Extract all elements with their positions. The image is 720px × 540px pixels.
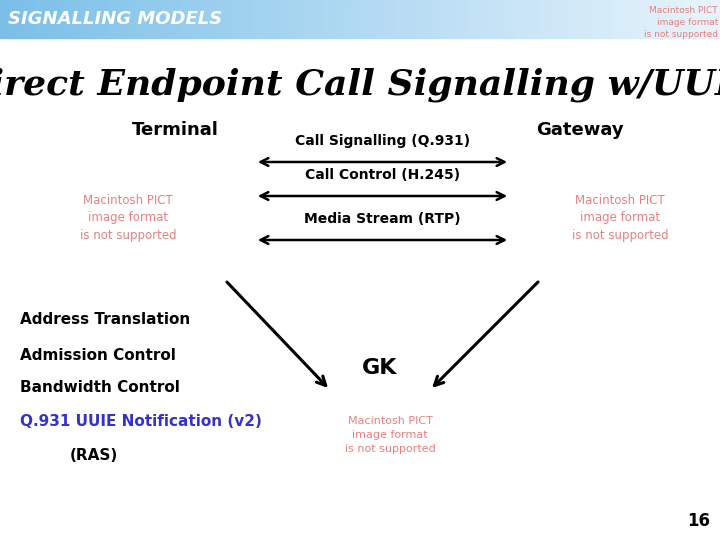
- Bar: [234, 0, 244, 38]
- Bar: [36, 0, 46, 38]
- Bar: [351, 0, 361, 38]
- Bar: [378, 0, 388, 38]
- Bar: [72, 0, 82, 38]
- Bar: [360, 0, 370, 38]
- Text: 16: 16: [687, 512, 710, 530]
- Bar: [243, 0, 253, 38]
- Bar: [306, 0, 316, 38]
- Bar: [540, 0, 550, 38]
- Bar: [612, 0, 622, 38]
- Bar: [423, 0, 433, 38]
- Bar: [675, 0, 685, 38]
- Bar: [558, 0, 568, 38]
- Bar: [522, 0, 532, 38]
- Text: Macintosh PICT
image format
is not supported: Macintosh PICT image format is not suppo…: [572, 193, 668, 242]
- Bar: [180, 0, 190, 38]
- Bar: [387, 0, 397, 38]
- Text: Gateway: Gateway: [536, 121, 624, 139]
- Bar: [369, 0, 379, 38]
- Bar: [261, 0, 271, 38]
- Text: Q.931 UUIE Notification (v2): Q.931 UUIE Notification (v2): [20, 415, 262, 429]
- Bar: [513, 0, 523, 38]
- Bar: [270, 0, 280, 38]
- Text: GK: GK: [362, 358, 397, 378]
- Bar: [648, 0, 658, 38]
- Bar: [621, 0, 631, 38]
- Bar: [162, 0, 172, 38]
- Bar: [333, 0, 343, 38]
- Bar: [153, 0, 163, 38]
- Bar: [585, 0, 595, 38]
- Bar: [18, 0, 28, 38]
- Bar: [135, 0, 145, 38]
- Bar: [639, 0, 649, 38]
- Bar: [594, 0, 604, 38]
- Bar: [27, 0, 37, 38]
- Bar: [531, 0, 541, 38]
- Text: Address Translation: Address Translation: [20, 313, 190, 327]
- Bar: [477, 0, 487, 38]
- Bar: [657, 0, 667, 38]
- Bar: [252, 0, 262, 38]
- Bar: [468, 0, 478, 38]
- Bar: [702, 0, 712, 38]
- Text: Admission Control: Admission Control: [20, 348, 176, 362]
- Text: Bandwidth Control: Bandwidth Control: [20, 381, 180, 395]
- Bar: [711, 0, 720, 38]
- Bar: [207, 0, 217, 38]
- Bar: [297, 0, 307, 38]
- Text: Terminal: Terminal: [132, 121, 218, 139]
- Text: SIGNALLING MODELS: SIGNALLING MODELS: [8, 10, 222, 28]
- Bar: [108, 0, 118, 38]
- Bar: [126, 0, 136, 38]
- Text: Macintosh PICT
image format
is not supported: Macintosh PICT image format is not suppo…: [644, 6, 718, 38]
- Bar: [99, 0, 109, 38]
- Bar: [414, 0, 424, 38]
- Bar: [486, 0, 496, 38]
- Bar: [324, 0, 334, 38]
- Bar: [432, 0, 442, 38]
- Bar: [216, 0, 226, 38]
- Bar: [63, 0, 73, 38]
- Bar: [450, 0, 460, 38]
- Bar: [0, 0, 10, 38]
- Bar: [396, 0, 406, 38]
- Bar: [225, 0, 235, 38]
- Bar: [459, 0, 469, 38]
- Bar: [441, 0, 451, 38]
- Bar: [684, 0, 694, 38]
- Bar: [117, 0, 127, 38]
- Bar: [576, 0, 586, 38]
- Text: Media Stream (RTP): Media Stream (RTP): [304, 212, 461, 226]
- Text: Macintosh PICT
image format
is not supported: Macintosh PICT image format is not suppo…: [80, 193, 176, 242]
- Bar: [90, 0, 100, 38]
- Bar: [693, 0, 703, 38]
- Bar: [405, 0, 415, 38]
- Bar: [603, 0, 613, 38]
- Bar: [171, 0, 181, 38]
- Bar: [504, 0, 514, 38]
- Bar: [315, 0, 325, 38]
- Bar: [288, 0, 298, 38]
- Bar: [198, 0, 208, 38]
- Bar: [9, 0, 19, 38]
- Bar: [630, 0, 640, 38]
- Text: Macintosh PICT
image format
is not supported: Macintosh PICT image format is not suppo…: [345, 416, 436, 454]
- Text: Call Signalling (Q.931): Call Signalling (Q.931): [295, 134, 470, 148]
- Bar: [342, 0, 352, 38]
- Text: Direct Endpoint Call Signalling w/UUIE: Direct Endpoint Call Signalling w/UUIE: [0, 68, 720, 102]
- Bar: [567, 0, 577, 38]
- Bar: [81, 0, 91, 38]
- Bar: [45, 0, 55, 38]
- Bar: [549, 0, 559, 38]
- Bar: [189, 0, 199, 38]
- Bar: [666, 0, 676, 38]
- Bar: [54, 0, 64, 38]
- Text: (RAS): (RAS): [70, 449, 118, 463]
- Bar: [279, 0, 289, 38]
- Bar: [144, 0, 154, 38]
- Text: Call Control (H.245): Call Control (H.245): [305, 168, 460, 182]
- Bar: [495, 0, 505, 38]
